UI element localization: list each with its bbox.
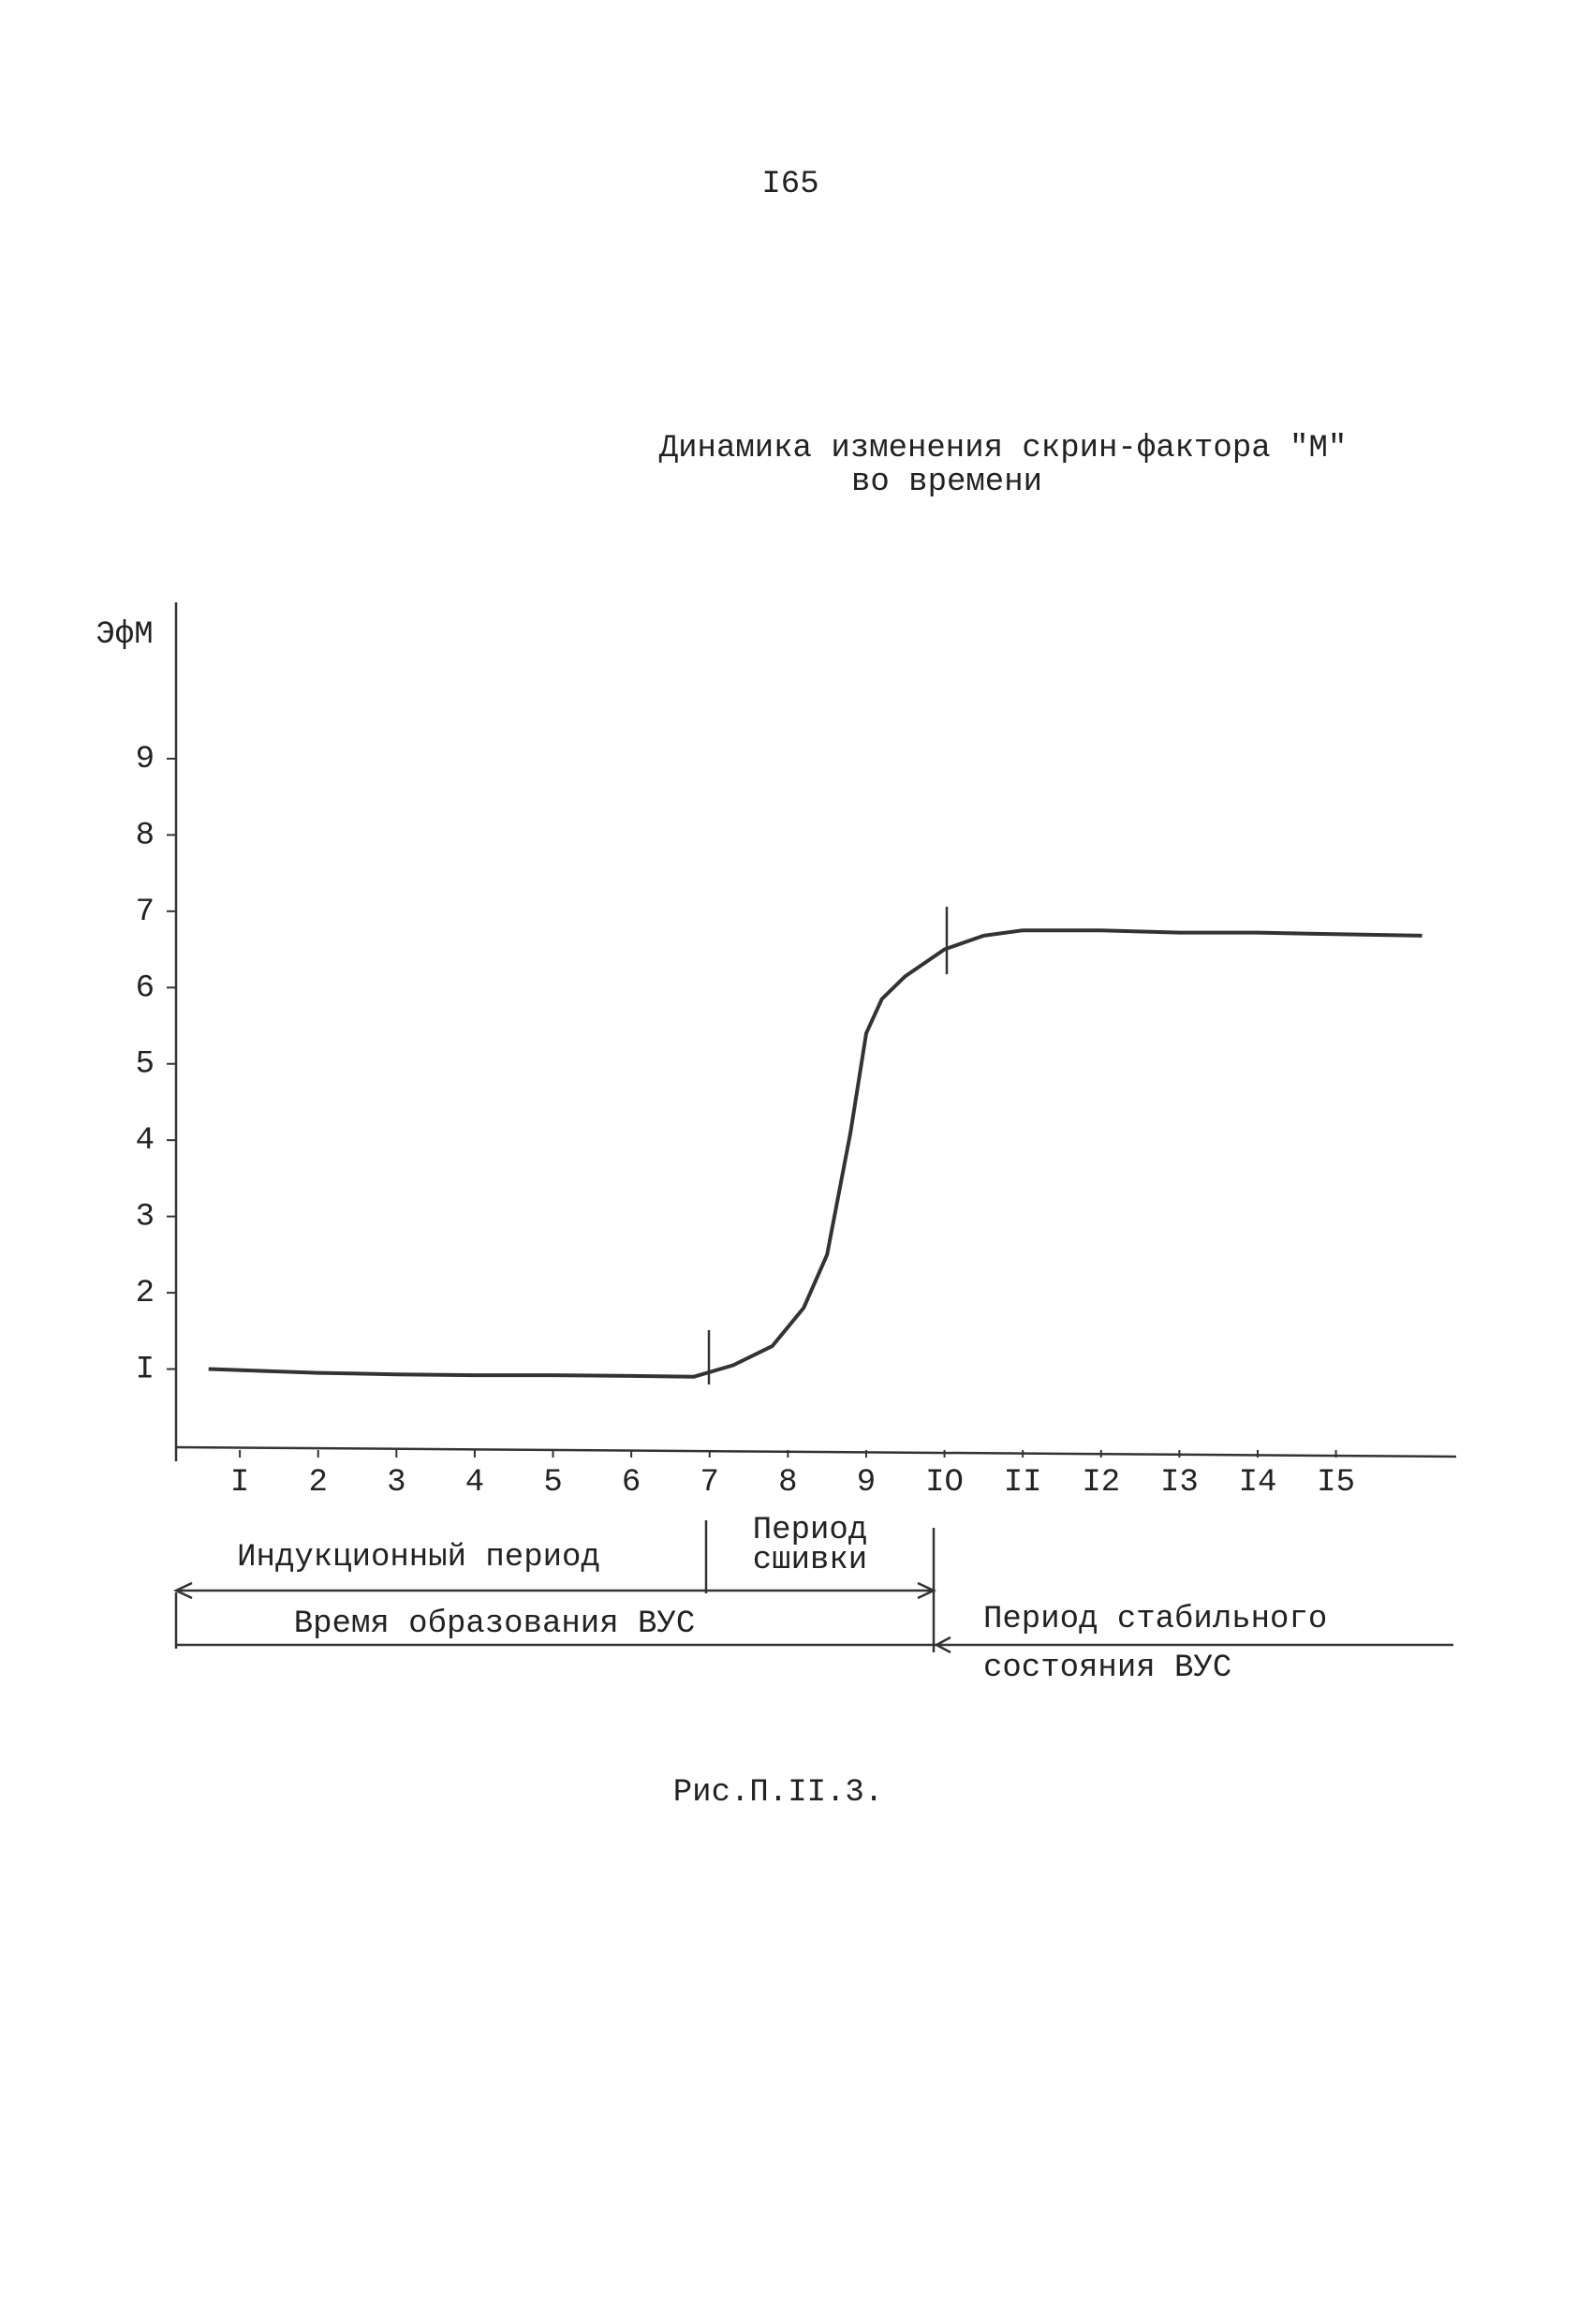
y-tick-label: 3 (136, 1200, 155, 1236)
x-tick-label: 4 (465, 1465, 484, 1501)
chart-subtitle: во времени (851, 465, 1042, 500)
x-tick-label: II (1004, 1465, 1042, 1501)
page-number: I65 (761, 167, 818, 202)
annotation: состояния ВУС (983, 1650, 1231, 1686)
x-tick-label: I2 (1082, 1465, 1120, 1501)
x-tick-label: 3 (387, 1465, 405, 1501)
y-tick-label: I (136, 1353, 155, 1388)
y-tick-label: 5 (136, 1047, 155, 1083)
annotation: Период стабильного (983, 1602, 1327, 1637)
x-tick-label: I (230, 1465, 249, 1501)
y-tick-label: 9 (136, 742, 155, 777)
x-tick-label: 6 (622, 1465, 641, 1501)
x-tick-label: IO (925, 1465, 964, 1501)
x-tick-label: 8 (778, 1465, 797, 1501)
data-line (208, 928, 1422, 1379)
arrow-head (173, 1581, 936, 1600)
x-tick-label: I5 (1317, 1465, 1355, 1501)
arrow-head (934, 1636, 951, 1654)
caption: Рис.П.II.3. (673, 1775, 883, 1811)
x-tick-label: 2 (309, 1465, 328, 1501)
x-tick-label: 9 (857, 1465, 876, 1501)
x-tick-label: I3 (1160, 1465, 1199, 1501)
y-tick-label: 4 (136, 1123, 155, 1159)
x-tick-label: 5 (543, 1465, 562, 1501)
y-tick-label: 6 (136, 970, 155, 1006)
annotation: Время образования ВУС (294, 1606, 695, 1642)
annotation: Период (753, 1513, 867, 1548)
y-axis-label: ЭфМ (96, 617, 153, 653)
x-tick-label: 7 (700, 1465, 719, 1501)
y-tick-label: 7 (136, 895, 155, 930)
annotation: Индукционный период (237, 1540, 600, 1576)
x-tick-label: I4 (1239, 1465, 1277, 1501)
y-tick-label: 8 (136, 818, 155, 853)
x-axis (175, 1445, 1457, 1458)
annotation: сшивки (753, 1543, 867, 1578)
y-tick-label: 2 (136, 1276, 155, 1311)
chart-title: Динамика изменения скрин-фактора "М" (659, 431, 1348, 466)
